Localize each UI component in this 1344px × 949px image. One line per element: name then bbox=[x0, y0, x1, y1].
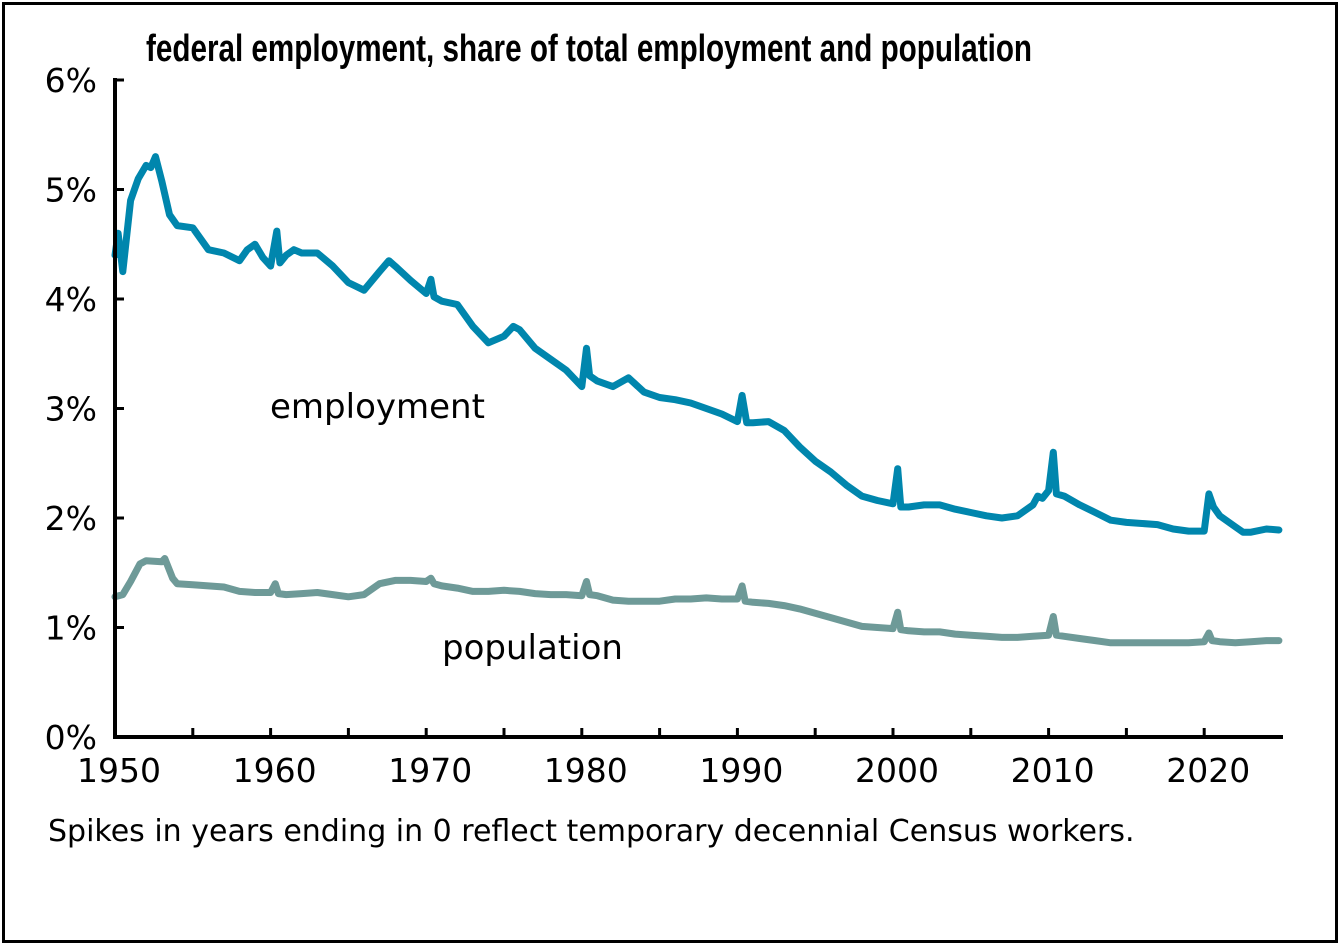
series-layer bbox=[111, 153, 1283, 647]
x-tick-label: 1950 bbox=[77, 751, 161, 790]
y-tick-label: 0% bbox=[45, 718, 97, 757]
y-tick-label: 6% bbox=[45, 61, 97, 100]
y-tick-label: 3% bbox=[45, 390, 97, 429]
y-tick-label: 4% bbox=[45, 280, 97, 319]
y-tick-label: 2% bbox=[45, 499, 97, 538]
x-tick-label: 1980 bbox=[544, 751, 628, 790]
chart-footnote: Spikes in years ending in 0 reflect temp… bbox=[48, 814, 1135, 849]
population-series-line bbox=[111, 555, 1283, 647]
ticks: 1950 1960 1970 1980 1990 2000 2010 2020 0% 1% 2% 3%… bbox=[45, 61, 1251, 790]
employment-series-line bbox=[111, 153, 1283, 536]
population-series-label: population bbox=[442, 628, 623, 668]
x-tick-label: 1990 bbox=[699, 751, 783, 790]
chart-title: federal employment, share of total emplo… bbox=[146, 28, 1033, 70]
employment-series-label: employment bbox=[270, 387, 485, 427]
y-tick-label: 5% bbox=[45, 171, 97, 210]
x-tick-label: 1960 bbox=[233, 751, 317, 790]
x-tick-label: 1970 bbox=[388, 751, 472, 790]
y-tick-label: 1% bbox=[45, 609, 97, 648]
x-tick-label: 2010 bbox=[1011, 751, 1095, 790]
x-tick-label: 2000 bbox=[855, 751, 939, 790]
x-tick-label: 2020 bbox=[1166, 751, 1250, 790]
